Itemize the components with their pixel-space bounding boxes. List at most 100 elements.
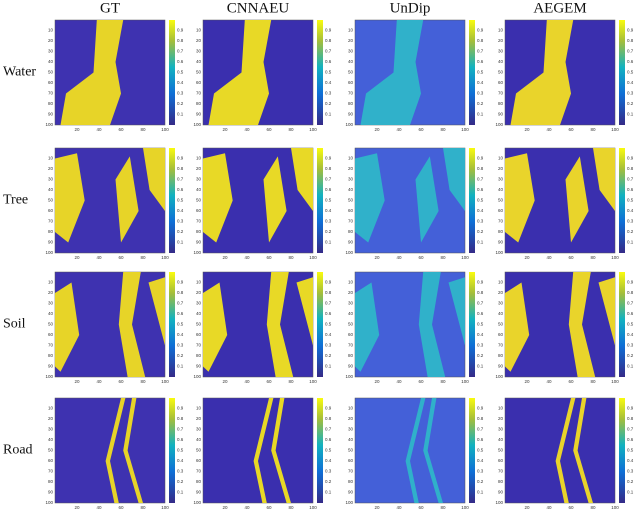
y-tick-label: 60: [196, 332, 202, 337]
map-region: [123, 398, 143, 503]
y-tick-label: 30: [498, 301, 504, 306]
colorbar: [317, 272, 323, 377]
y-tick-label: 30: [196, 177, 202, 182]
colorbar-tick-label: 0.7: [325, 427, 332, 432]
y-tick-label: 30: [348, 177, 354, 182]
y-tick-label: 80: [498, 353, 504, 358]
colorbar-tick-label: 0.4: [627, 332, 634, 337]
colorbar-tick-label: 0.6: [627, 187, 634, 192]
y-tick-label: 10: [48, 280, 54, 285]
y-tick-label: 100: [45, 374, 53, 379]
column-header: AEGEM: [533, 0, 586, 16]
colorbar: [169, 398, 175, 503]
x-tick-label: 20: [74, 255, 80, 260]
colorbar-tick-label: 0.3: [325, 91, 332, 96]
y-tick-label: 30: [498, 427, 504, 432]
colorbar-tick-label: 0.8: [177, 290, 184, 295]
colorbar-tick-label: 0.6: [477, 59, 484, 64]
y-tick-label: 100: [193, 250, 201, 255]
y-tick-label: 90: [348, 490, 354, 495]
x-tick-label: 60: [568, 255, 574, 260]
colorbar-tick-label: 0.9: [477, 280, 484, 285]
colorbar-tick-label: 0.2: [325, 101, 332, 106]
colorbar: [317, 20, 323, 125]
x-tick-label: 100: [309, 379, 317, 384]
x-tick-label: 100: [309, 255, 317, 260]
colorbar-tick-label: 0.5: [177, 322, 184, 327]
x-tick-label: 100: [611, 127, 619, 132]
x-tick-label: 20: [374, 379, 380, 384]
map-region: [355, 282, 380, 372]
x-tick-label: 60: [266, 255, 272, 260]
y-tick-label: 10: [48, 156, 54, 161]
y-tick-label: 20: [498, 38, 504, 43]
y-tick-label: 70: [348, 219, 354, 224]
x-tick-label: 40: [244, 255, 250, 260]
x-tick-label: 100: [161, 255, 169, 260]
x-tick-label: 60: [418, 127, 424, 132]
abundance-map: [54, 397, 175, 504]
colorbar-tick-label: 0.2: [477, 353, 484, 358]
y-tick-label: 80: [48, 229, 54, 234]
y-tick-label: 50: [48, 70, 54, 75]
colorbar-tick-label: 0.2: [627, 353, 634, 358]
map-region: [203, 153, 233, 243]
y-tick-label: 40: [348, 59, 354, 64]
y-tick-label: 70: [348, 469, 354, 474]
colorbar-tick-label: 0.8: [627, 166, 634, 171]
x-tick-label: 80: [440, 127, 446, 132]
x-tick-label: 40: [96, 505, 102, 510]
y-tick-label: 60: [498, 458, 504, 463]
y-tick-label: 10: [498, 280, 504, 285]
abundance-map: [504, 397, 625, 504]
y-tick-label: 40: [348, 187, 354, 192]
colorbar-tick-label: 0.2: [627, 229, 634, 234]
y-tick-label: 30: [48, 301, 54, 306]
map-region: [60, 20, 124, 125]
colorbar-tick-label: 0.3: [477, 343, 484, 348]
colorbar-tick-label: 0.2: [177, 353, 184, 358]
y-tick-label: 10: [498, 28, 504, 33]
colorbar-tick-label: 0.4: [627, 80, 634, 85]
colorbar-tick-label: 0.2: [325, 229, 332, 234]
y-tick-label: 60: [48, 458, 54, 463]
colorbar-tick-label: 0.1: [627, 112, 634, 117]
y-tick-label: 40: [196, 59, 202, 64]
x-tick-label: 80: [590, 505, 596, 510]
colorbar-tick-label: 0.4: [177, 458, 184, 463]
y-tick-label: 70: [196, 219, 202, 224]
x-tick-label: 20: [74, 379, 80, 384]
map-region: [415, 156, 439, 243]
x-tick-label: 60: [118, 127, 124, 132]
y-tick-label: 60: [48, 208, 54, 213]
colorbar-tick-label: 0.2: [627, 479, 634, 484]
y-tick-label: 70: [348, 91, 354, 96]
abundance-map: [202, 19, 323, 126]
y-tick-label: 10: [48, 406, 54, 411]
y-tick-label: 40: [196, 437, 202, 442]
y-tick-label: 60: [498, 208, 504, 213]
colorbar-tick-label: 0.6: [627, 437, 634, 442]
abundance-map: [504, 271, 625, 378]
colorbar-tick-label: 0.1: [177, 364, 184, 369]
colorbar-tick-label: 0.9: [325, 406, 332, 411]
y-tick-label: 90: [48, 364, 54, 369]
x-tick-label: 20: [74, 505, 80, 510]
y-tick-label: 20: [48, 166, 54, 171]
x-tick-label: 20: [74, 127, 80, 132]
colorbar-tick-label: 0.7: [477, 177, 484, 182]
colorbar-tick-label: 0.3: [177, 469, 184, 474]
row-label: Soil: [3, 317, 26, 332]
colorbar-tick-label: 0.8: [627, 290, 634, 295]
x-tick-label: 80: [288, 255, 294, 260]
row-label: Road: [3, 443, 33, 458]
map-region: [208, 20, 272, 125]
y-tick-label: 60: [348, 208, 354, 213]
colorbar-tick-label: 0.7: [325, 177, 332, 182]
colorbar-tick-label: 0.7: [627, 301, 634, 306]
x-tick-label: 80: [288, 379, 294, 384]
colorbar-tick-label: 0.9: [325, 156, 332, 161]
y-tick-label: 80: [348, 479, 354, 484]
colorbar-tick-label: 0.2: [177, 479, 184, 484]
y-tick-label: 100: [495, 374, 503, 379]
